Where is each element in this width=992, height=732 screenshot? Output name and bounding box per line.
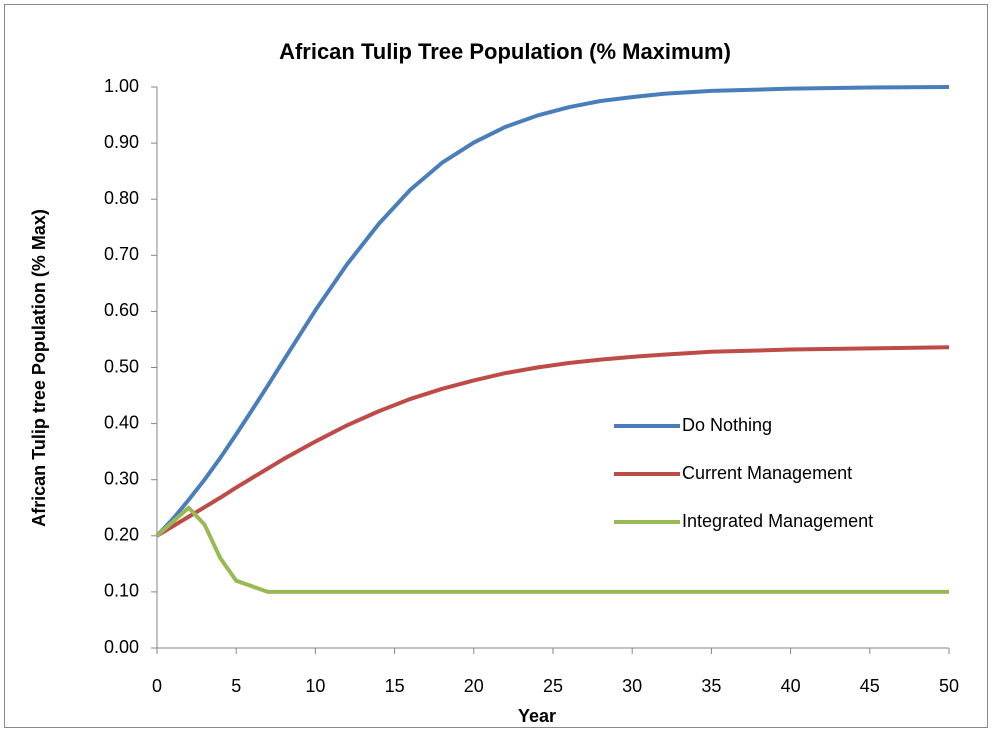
y-tick-label: 0.00 xyxy=(104,637,139,657)
y-tick-label: 0.80 xyxy=(104,188,139,208)
x-tick-label: 5 xyxy=(231,676,241,696)
legend-label: Do Nothing xyxy=(682,415,772,435)
y-tick-label: 0.20 xyxy=(104,525,139,545)
legend-label: Current Management xyxy=(682,463,852,483)
y-tick-label: 0.50 xyxy=(104,356,139,376)
x-axis-label: Year xyxy=(518,706,556,726)
x-tick-label: 50 xyxy=(939,676,959,696)
x-tick-label: 15 xyxy=(385,676,405,696)
chart-title: African Tulip Tree Population (% Maximum… xyxy=(279,39,731,64)
x-tick-label: 40 xyxy=(781,676,801,696)
x-tick-label: 20 xyxy=(464,676,484,696)
x-tick-label: 30 xyxy=(622,676,642,696)
y-tick-label: 0.40 xyxy=(104,412,139,432)
series-line xyxy=(155,505,949,594)
y-tick-label: 0.60 xyxy=(104,300,139,320)
x-tick-label: 25 xyxy=(543,676,563,696)
y-tick-label: 0.70 xyxy=(104,244,139,264)
series-line xyxy=(155,85,950,538)
x-tick-label: 0 xyxy=(152,676,162,696)
y-tick-label: 0.90 xyxy=(104,132,139,152)
y-tick-label: 1.00 xyxy=(104,76,139,96)
x-tick-label: 45 xyxy=(860,676,880,696)
y-tick-label: 0.10 xyxy=(104,581,139,601)
y-axis-label: African Tulip tree Population (% Max) xyxy=(29,209,49,527)
chart-border xyxy=(4,4,988,728)
x-tick-label: 10 xyxy=(305,676,325,696)
series-line xyxy=(155,345,950,538)
y-tick-label: 0.30 xyxy=(104,468,139,488)
legend-label: Integrated Management xyxy=(682,511,873,531)
x-tick-label: 35 xyxy=(701,676,721,696)
